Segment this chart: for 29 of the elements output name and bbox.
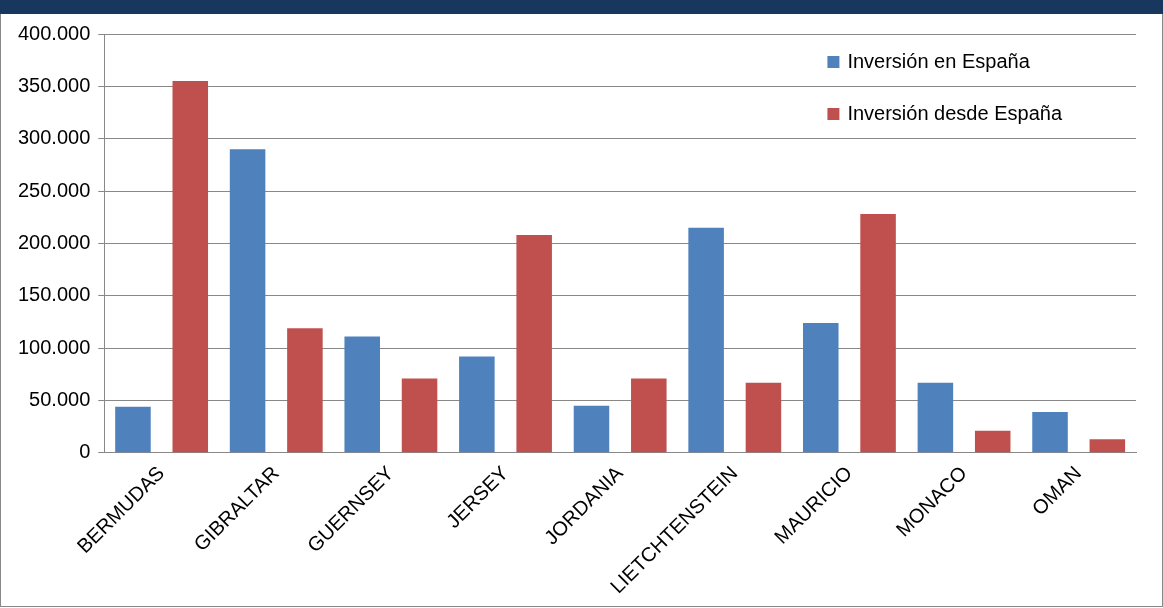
y-tick-label: 200.000 <box>18 230 91 253</box>
bar <box>401 378 438 453</box>
bar <box>917 382 954 453</box>
bar <box>287 328 323 453</box>
bar <box>115 406 151 453</box>
y-tick-label: 350.000 <box>18 73 91 96</box>
bar <box>229 149 266 453</box>
bar <box>802 322 839 453</box>
bar <box>516 235 552 453</box>
bar <box>1089 439 1126 453</box>
bar <box>1032 411 1068 453</box>
bar <box>688 227 724 453</box>
bar <box>631 378 667 453</box>
legend-label: Inversión desde España <box>847 101 1063 124</box>
bar <box>459 356 495 453</box>
bar <box>344 336 380 453</box>
y-tick-label: 0 <box>79 440 91 463</box>
y-tick-label: 400.000 <box>18 21 91 44</box>
legend-label: Inversión en España <box>847 49 1031 72</box>
y-tick-label: 50.000 <box>29 387 91 410</box>
bar <box>573 405 610 453</box>
bar <box>860 214 896 453</box>
bar <box>745 382 782 453</box>
y-tick-label: 100.000 <box>18 335 91 358</box>
y-tick-label: 250.000 <box>18 178 91 201</box>
bar <box>172 81 209 453</box>
y-tick-label: 150.000 <box>18 283 91 306</box>
bar <box>974 430 1011 453</box>
y-tick-label: 300.000 <box>18 126 91 149</box>
